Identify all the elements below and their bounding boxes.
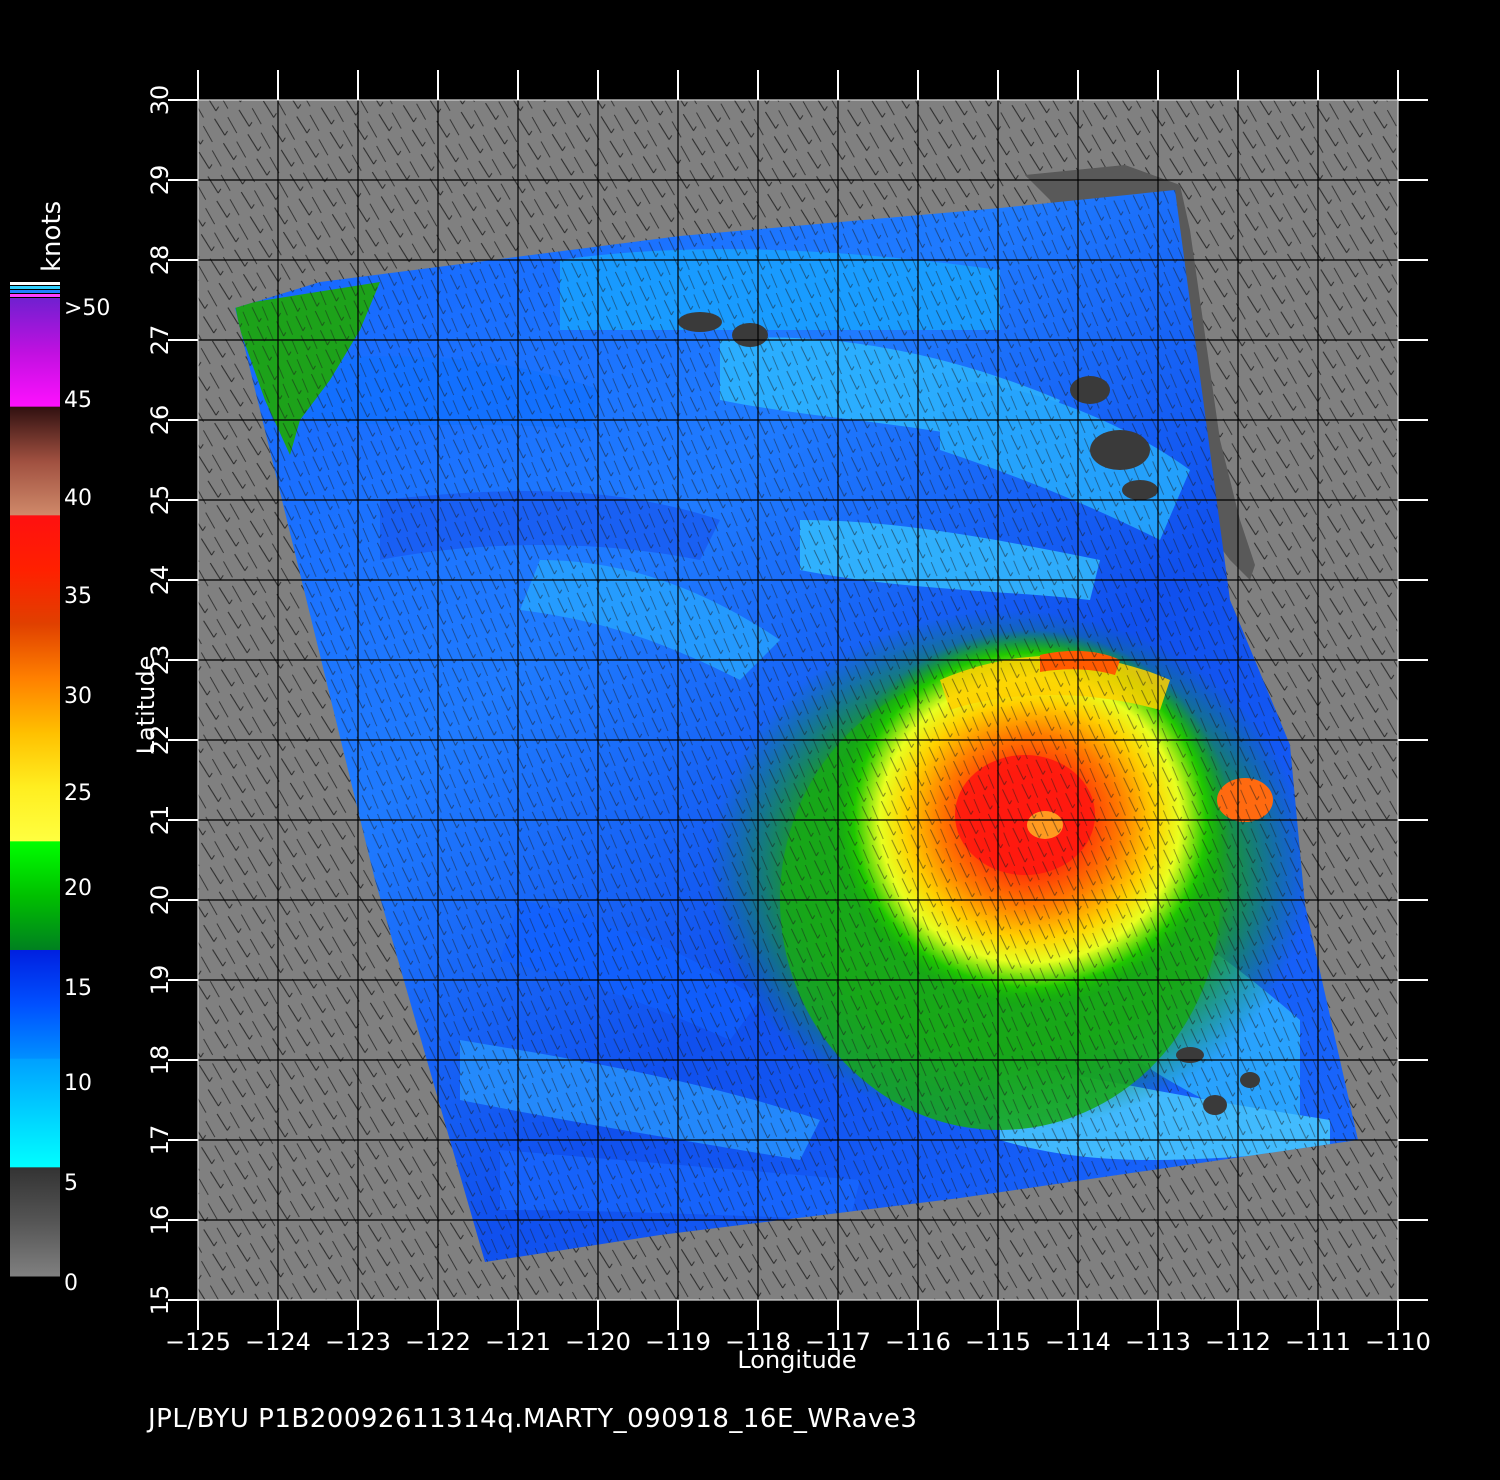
x-tick-label: −111 xyxy=(1285,1328,1351,1356)
y-tick-label: 27 xyxy=(146,325,174,356)
x-tick-label: −118 xyxy=(725,1328,791,1356)
x-tick-label: −124 xyxy=(245,1328,311,1356)
y-tick-label: 19 xyxy=(146,965,174,996)
plot-frame xyxy=(197,99,1399,1301)
colorbar-unit-label: knots xyxy=(37,201,67,272)
x-tick-label: −110 xyxy=(1365,1328,1431,1356)
colorbar-segment xyxy=(10,950,60,1060)
y-tick-label: 22 xyxy=(146,725,174,756)
y-tick-label: 15 xyxy=(146,1285,174,1316)
colorbar-segment xyxy=(10,1058,60,1168)
lat-lon-grid xyxy=(198,100,1398,1300)
colorbar-tick-label: 5 xyxy=(64,1171,78,1196)
colorbar-overflow-stripe xyxy=(10,294,60,297)
colorbar-tick-label: 15 xyxy=(64,976,92,1001)
x-tick-label: −121 xyxy=(485,1328,551,1356)
x-tick-label: −112 xyxy=(1205,1328,1271,1356)
colorbar-segment xyxy=(10,1167,60,1277)
colorbar-tick-label: >50 xyxy=(64,296,110,321)
colorbar-segment xyxy=(10,841,60,951)
x-axis-label: Longitude xyxy=(737,1346,856,1374)
colorbar-overflow-stripe xyxy=(10,290,60,293)
y-tick-labels: 15 16 17 18 19 20 21 22 23 24 25 26 27 28 29 30 xyxy=(146,85,174,1316)
y-tick-label: 17 xyxy=(146,1125,174,1156)
x-tick-label: −122 xyxy=(405,1328,471,1356)
colorbar-segment xyxy=(10,298,60,408)
y-tick-label: 28 xyxy=(146,245,174,276)
colorbar-segment xyxy=(10,732,60,842)
colorbar-tick-label: 45 xyxy=(64,388,92,413)
colorbar: >50 45 40 35 30 25 20 15 10 5 0 xyxy=(10,282,110,1296)
x-tick-label: −114 xyxy=(1045,1328,1111,1356)
x-tick-label: −120 xyxy=(565,1328,631,1356)
y-tick-label: 26 xyxy=(146,405,174,436)
rain-flag-patches xyxy=(678,312,1260,1115)
y-tick-label: 25 xyxy=(146,485,174,516)
y-tick-label: 20 xyxy=(146,885,174,916)
y-tick-label: 18 xyxy=(146,1045,174,1076)
colorbar-tick-label: 35 xyxy=(64,584,92,609)
x-tick-label: −115 xyxy=(965,1328,1031,1356)
y-tick-label: 29 xyxy=(146,165,174,196)
footer-caption: JPL/BYU P1B20092611314q.MARTY_090918_16E… xyxy=(148,1404,918,1434)
colorbar-tick-label: 10 xyxy=(64,1071,92,1096)
x-tick-label: −125 xyxy=(165,1328,231,1356)
colorbar-tick-label: 25 xyxy=(64,781,92,806)
colorbar-overflow-stripe xyxy=(10,286,60,289)
y-tick-label: 21 xyxy=(146,805,174,836)
y-tick-label: 30 xyxy=(146,85,174,116)
colorbar-tick-label: 40 xyxy=(64,486,92,511)
y-axis-label: Latitude xyxy=(132,656,160,755)
x-tick-labels: −125 −124 −123 −122 −121 −120 −119 −118 −117 −116… xyxy=(165,1328,1431,1356)
y-tick-label: 24 xyxy=(146,565,174,596)
y-tick-label: 23 xyxy=(146,645,174,676)
x-tick-label: −123 xyxy=(325,1328,391,1356)
axis-ticks xyxy=(168,70,1428,1330)
colorbar-overflow-stripe xyxy=(10,282,60,285)
colorbar-segment xyxy=(10,624,60,734)
colorbar-segment xyxy=(10,515,60,625)
x-tick-label: −119 xyxy=(645,1328,711,1356)
colorbar-tick-label: 20 xyxy=(64,876,92,901)
colorbar-tick-label: 0 xyxy=(64,1271,78,1296)
y-tick-label: 16 xyxy=(146,1205,174,1236)
x-tick-label: −117 xyxy=(805,1328,871,1356)
x-tick-label: −116 xyxy=(885,1328,951,1356)
colorbar-segment xyxy=(10,406,60,516)
x-tick-label: −113 xyxy=(1125,1328,1191,1356)
colorbar-tick-label: 30 xyxy=(64,684,92,709)
